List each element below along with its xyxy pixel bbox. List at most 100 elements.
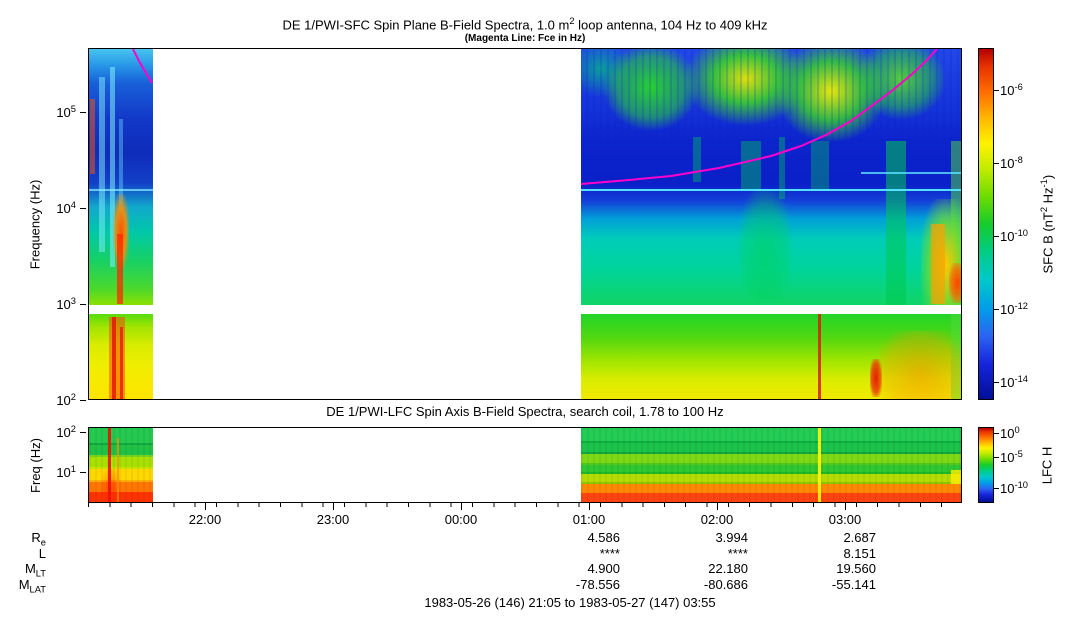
- orange-fuzz: [879, 331, 961, 399]
- sfc-colorbar-tick-mark: [994, 90, 999, 91]
- sfc-data-late-segment: [581, 49, 961, 399]
- red-burst: [117, 234, 123, 304]
- sfc-colorbar-label-text: SFC B (nT2 Hz-1): [1038, 174, 1056, 274]
- sfc-ytick-1e5: 105: [56, 103, 76, 121]
- x-tick-mark: [717, 503, 718, 510]
- ephemeris-mlt-value: 4.900: [587, 561, 620, 576]
- ephemeris-mlt-value: 22.180: [708, 561, 748, 576]
- lfc-colorbar-label: LFC H: [1038, 427, 1056, 503]
- x-tick-mark: [205, 503, 206, 510]
- sfc-colorbar-tick-mark: [994, 163, 999, 164]
- green-streak: [886, 141, 906, 311]
- red-blob: [949, 263, 961, 303]
- ephemeris-label-mlt: MLT: [24, 561, 46, 579]
- lfc-colorbar-label-text: LFC H: [1039, 446, 1055, 484]
- sfc-title: DE 1/PWI-SFC Spin Plane B-Field Spectra,…: [88, 16, 962, 32]
- x-tick-label: 23:00: [316, 512, 350, 527]
- ephemeris-re-value: 3.994: [715, 530, 748, 545]
- lfc-ytick-mark: [80, 472, 86, 473]
- sfc-yaxis: 105 104 103 102: [0, 48, 86, 408]
- fce-line-late: [580, 49, 938, 185]
- green-streak: [741, 141, 761, 191]
- x-tick-label: 02:00: [700, 512, 734, 527]
- sfc-colorbar-tick-mark: [994, 382, 999, 383]
- x-tick-label: 01:00: [572, 512, 606, 527]
- lfc-colorbar-tick-mark: [994, 488, 999, 489]
- green-streak: [811, 141, 829, 191]
- orange-column: [931, 224, 945, 304]
- sfc-subtitle: (Magenta Line: Fce in Hz): [464, 33, 586, 44]
- ephemeris-re-value: 2.687: [843, 530, 876, 545]
- lfc-colorbar-tick-1e0: 100: [1000, 424, 1020, 442]
- fce-line-early: [132, 49, 153, 84]
- x-tick-label: 00:00: [444, 512, 478, 527]
- ephemeris-label-mlat: MLAT: [18, 576, 46, 595]
- lfc-ytick-1e2: 102: [56, 423, 76, 441]
- sfc-colorbar-tick-1e-12: 10-12: [1000, 300, 1028, 318]
- sfc-ytick-1e4: 104: [56, 199, 76, 217]
- x-tick-mark: [845, 503, 846, 510]
- red-spike-glow: [101, 468, 121, 502]
- ephemeris-label-l: L: [38, 545, 46, 561]
- red-burst-line: [818, 314, 821, 399]
- hiss-tendril: [693, 137, 701, 182]
- lfc-colorbar: [978, 427, 994, 503]
- x-tick-mark: [589, 503, 590, 510]
- x-tick-label: 03:00: [828, 512, 862, 527]
- ephemeris-column-0100: 4.586 **** 4.900 -78.556: [540, 530, 620, 592]
- sfc-colorbar-tick-mark: [994, 309, 999, 310]
- orange-burst: [90, 99, 95, 174]
- ephemeris-column-0200: 3.994 **** 22.180 -80.686: [668, 530, 748, 592]
- sfc-ytick-mark: [80, 112, 86, 113]
- sfc-colorbar-tick-1e-8: 10-8: [1000, 154, 1023, 172]
- lfc-ytick-1e1: 101: [56, 463, 76, 481]
- ephemeris-label-re: Re: [31, 530, 46, 548]
- x-tick-mark: [461, 503, 462, 510]
- x-tick-mark: [333, 503, 334, 510]
- lfc-spectrogram-panel: [88, 427, 962, 503]
- sfc-title-sup: 2: [569, 16, 575, 26]
- ephemeris-l-value: 8.151: [843, 545, 876, 561]
- sfc-title-post: loop antenna, 104 Hz to 409 kHz: [574, 17, 768, 33]
- ephemeris-l-value: ****: [599, 545, 620, 561]
- hiss-tendril: [779, 137, 785, 199]
- sfc-colorbar-label: SFC B (nT2 Hz-1): [1038, 48, 1056, 400]
- sfc-ytick-mark: [80, 400, 86, 401]
- ephemeris-mlat-value: -80.686: [703, 576, 748, 592]
- lfc-data-late-segment: [581, 428, 961, 502]
- sfc-ytick-mark: [80, 304, 86, 305]
- red-spike: [108, 428, 111, 502]
- red-burst: [112, 317, 116, 399]
- lfc-ytick-mark: [80, 432, 86, 433]
- sfc-colorbar-tick-1e-14: 10-14: [1000, 373, 1028, 391]
- orange-spike: [117, 438, 119, 502]
- lfc-colorbar-tick-1e-5: 10-5: [1000, 448, 1023, 466]
- lfc-colorbar-tick-mark: [994, 433, 999, 434]
- lfc-texture: [89, 428, 153, 502]
- sfc-colorbar-tick-mark: [994, 236, 999, 237]
- hiss-texture: [581, 49, 961, 141]
- sfc-ytick-1e2: 102: [56, 391, 76, 409]
- sfc-band-gap: [89, 305, 961, 314]
- fce-line-overlay: [132, 49, 938, 185]
- cyan-striation: [99, 77, 105, 252]
- ephemeris-column-0300: 2.687 8.151 19.560 -55.141: [796, 530, 876, 592]
- ephemeris-l-value: ****: [727, 545, 748, 561]
- interference-line-upper: [861, 172, 961, 174]
- green-column: [739, 189, 791, 301]
- sfc-ytick-1e3: 103: [56, 295, 76, 313]
- ephemeris-re-value: 4.586: [587, 530, 620, 545]
- sfc-title-pre: DE 1/PWI-SFC Spin Plane B-Field Spectra,…: [282, 17, 570, 33]
- x-tick-label: 22:00: [188, 512, 222, 527]
- sfc-data-early-segment: [89, 49, 153, 399]
- yellow-patch: [951, 470, 961, 484]
- ephemeris-row-labels: Re L MLT MLAT: [0, 530, 46, 595]
- lfc-colorbar-tick-1e-10: 10-10: [1000, 479, 1028, 497]
- lfc-colorbar-tick-mark: [994, 457, 999, 458]
- sfc-ytick-mark: [80, 208, 86, 209]
- ephemeris-mlat-value: -78.556: [575, 576, 620, 592]
- ephemeris-mlat-value: -55.141: [831, 576, 876, 592]
- interference-line: [581, 189, 961, 191]
- red-burst: [120, 327, 123, 399]
